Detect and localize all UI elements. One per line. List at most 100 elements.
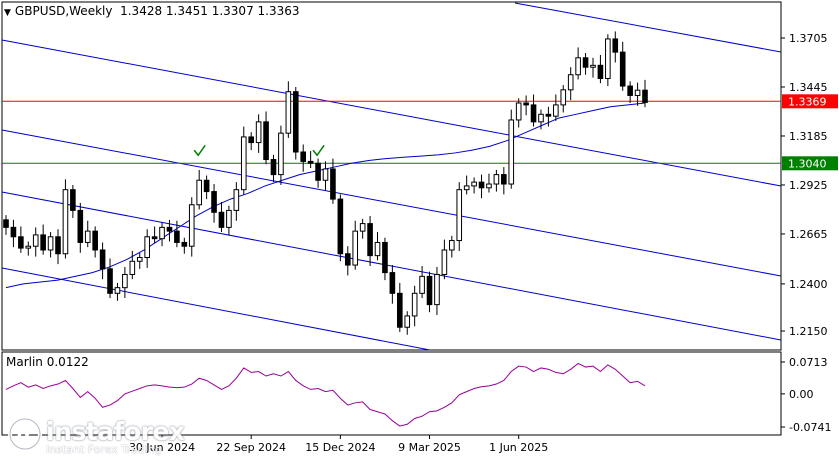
candle-body bbox=[352, 230, 359, 266]
candle bbox=[582, 53, 589, 75]
candle bbox=[419, 265, 425, 299]
candle bbox=[159, 222, 165, 247]
price-level-badge bbox=[782, 94, 838, 109]
candle-body bbox=[367, 223, 373, 257]
candle bbox=[322, 161, 329, 191]
candle bbox=[188, 197, 195, 257]
candle bbox=[411, 285, 418, 327]
price-level-label: 1.3369 bbox=[788, 95, 827, 108]
candle-body bbox=[359, 223, 366, 232]
candle-body bbox=[396, 292, 403, 328]
candle bbox=[344, 246, 351, 276]
collapse-triangle-icon[interactable]: ▼ bbox=[4, 8, 11, 18]
channel-line bbox=[1, 129, 782, 277]
time-axis: 30 Jun 2024 22 Sep 2024 15 Dec 2024 9 Mar 2… bbox=[129, 435, 548, 454]
candle-body bbox=[508, 119, 515, 185]
main-chart-area bbox=[1, 1, 782, 351]
candle-body bbox=[55, 236, 61, 255]
candle bbox=[248, 132, 255, 151]
candle bbox=[77, 202, 84, 253]
candle-body bbox=[553, 104, 559, 117]
price-level-label: 1.3040 bbox=[788, 157, 827, 170]
candle bbox=[374, 232, 381, 261]
checkmarks bbox=[193, 144, 325, 157]
candle-body bbox=[642, 89, 648, 103]
candle bbox=[278, 125, 284, 185]
price-tick-label: 1.3705 bbox=[789, 32, 828, 45]
candles bbox=[3, 31, 648, 335]
candle bbox=[226, 205, 232, 235]
candle bbox=[285, 81, 292, 138]
candle bbox=[144, 229, 150, 268]
candle-body bbox=[590, 64, 596, 68]
candle-body bbox=[382, 241, 388, 274]
candle-body bbox=[107, 268, 113, 294]
candle-body bbox=[634, 89, 641, 96]
candle-body bbox=[419, 275, 425, 294]
candle bbox=[62, 179, 69, 259]
candle-body bbox=[188, 204, 195, 247]
candle bbox=[218, 201, 225, 233]
candle bbox=[337, 194, 344, 262]
candle-body bbox=[270, 159, 277, 176]
price-level-lines bbox=[2, 100, 781, 164]
candle-body bbox=[129, 260, 136, 275]
candle-body bbox=[404, 315, 411, 328]
candle-body bbox=[315, 162, 321, 181]
time-tick-label: 1 Jun 2025 bbox=[489, 441, 548, 454]
candle-body bbox=[70, 189, 76, 211]
candle bbox=[99, 242, 106, 280]
candle bbox=[107, 258, 113, 299]
candle-body bbox=[530, 104, 537, 123]
candle bbox=[463, 175, 470, 195]
candle-body bbox=[47, 236, 54, 251]
candle-body bbox=[196, 179, 202, 206]
candle bbox=[501, 167, 507, 195]
price-tick-label: 1.2400 bbox=[789, 278, 828, 291]
candle-body bbox=[136, 257, 143, 262]
candle bbox=[530, 94, 537, 127]
candle bbox=[538, 109, 544, 130]
candle bbox=[560, 85, 567, 113]
candle-body bbox=[203, 179, 210, 193]
candle-body bbox=[248, 136, 255, 144]
candle bbox=[404, 311, 411, 335]
candle-body bbox=[32, 234, 39, 247]
candle bbox=[151, 226, 158, 244]
candle bbox=[441, 239, 448, 280]
candle bbox=[40, 224, 46, 255]
candle bbox=[122, 266, 128, 299]
candle-body bbox=[374, 241, 381, 257]
candle-body bbox=[597, 64, 604, 80]
candle-body bbox=[10, 226, 17, 238]
candle bbox=[300, 144, 307, 172]
candle-body bbox=[478, 181, 485, 189]
candle-body bbox=[99, 249, 106, 270]
candle-body bbox=[174, 230, 180, 243]
candle bbox=[55, 229, 61, 265]
candle-body bbox=[389, 272, 396, 294]
candle bbox=[478, 174, 485, 199]
candle-body bbox=[456, 189, 463, 242]
candle bbox=[590, 57, 596, 78]
candle-body bbox=[159, 226, 165, 240]
candle-body bbox=[77, 209, 84, 243]
price-tick-label: 1.2925 bbox=[789, 179, 828, 192]
candle-body bbox=[463, 185, 470, 191]
candle bbox=[307, 151, 314, 169]
candle bbox=[10, 219, 17, 248]
candle-body bbox=[523, 102, 529, 106]
candle bbox=[3, 215, 9, 235]
candle bbox=[575, 47, 581, 80]
candle bbox=[486, 173, 492, 193]
candle bbox=[114, 282, 121, 301]
candle bbox=[382, 237, 388, 281]
candle-body bbox=[337, 198, 344, 255]
indicator-pane-frame bbox=[1, 351, 782, 436]
candle bbox=[292, 86, 299, 160]
candle bbox=[315, 158, 321, 188]
candle bbox=[567, 67, 574, 101]
logo-tagline: Instant Forex Trading bbox=[46, 443, 162, 456]
instaforex-logo-icon bbox=[8, 417, 42, 451]
